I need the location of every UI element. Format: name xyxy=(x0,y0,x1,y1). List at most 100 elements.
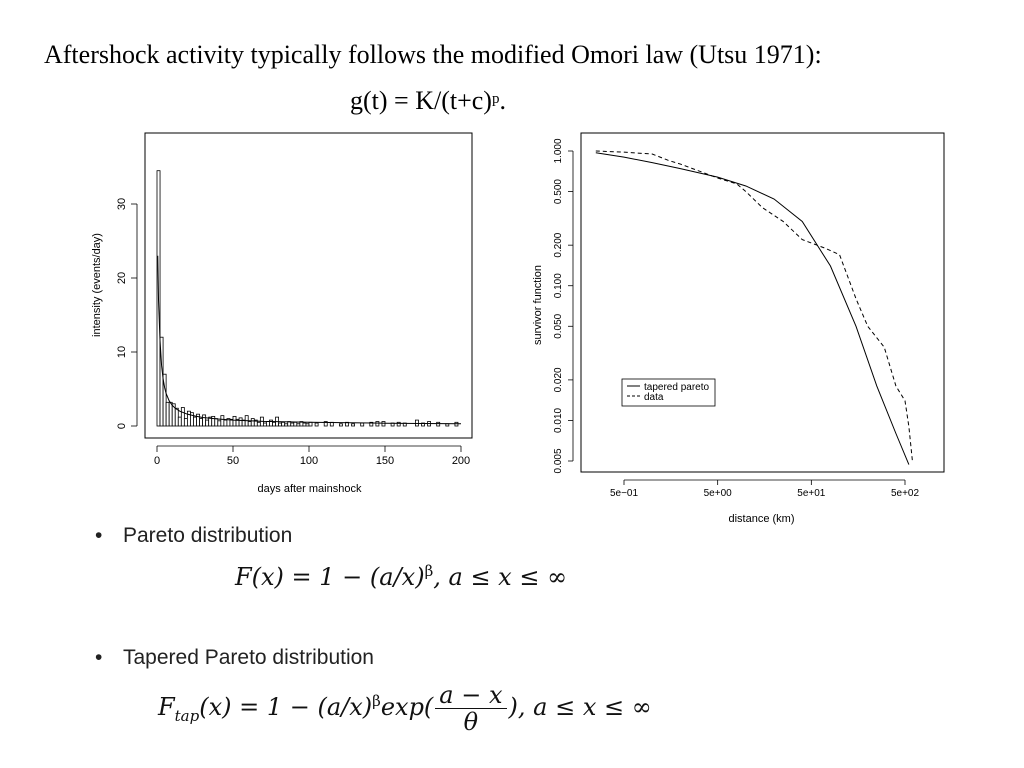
x-tick-label: 200 xyxy=(452,455,470,467)
histogram-bar xyxy=(281,421,286,427)
histogram-bar xyxy=(177,416,182,427)
y-tick-label: 20 xyxy=(116,272,128,284)
x-tick-label: 50 xyxy=(227,455,239,467)
survivor-function-chart: 5e−01 5e+00 5e+01 5e+02 0.005 0.010 0.020 0.050… xyxy=(532,132,945,525)
histogram-bar xyxy=(214,418,219,427)
histogram-bar xyxy=(238,417,243,427)
tapered-formula-denominator: θ xyxy=(463,708,479,736)
fit-curve-line xyxy=(157,255,462,425)
tapered-formula-exp: exp( xyxy=(380,693,434,721)
histogram-bar xyxy=(396,421,401,427)
omori-formula-end: . xyxy=(499,86,506,115)
histogram-bar xyxy=(293,421,298,427)
histogram-bar xyxy=(247,421,252,427)
pareto-formula-beta: β xyxy=(424,562,434,580)
histogram-bar xyxy=(180,407,185,427)
histogram-bar xyxy=(284,423,289,427)
bullet-tapered-label: Tapered Pareto distribution xyxy=(123,646,374,669)
pareto-formula-rhs: , a ≤ x ≤ ∞ xyxy=(433,563,568,591)
histogram-bar xyxy=(250,418,255,427)
y-tick-label: 0.005 xyxy=(553,448,564,473)
histogram-bar xyxy=(183,418,188,427)
x-tick-label: 5e+00 xyxy=(704,488,733,499)
y-tick-label: 10 xyxy=(116,346,128,358)
legend-entry: tapered pareto xyxy=(644,382,709,393)
x-tick-label: 5e+01 xyxy=(797,488,826,499)
x-tick-label: 150 xyxy=(376,455,394,467)
histogram-bar xyxy=(232,415,237,427)
histogram-bar xyxy=(436,421,441,427)
histogram-bar xyxy=(165,401,170,427)
bullet-pareto-label: Pareto distribution xyxy=(123,524,293,547)
histogram-bar xyxy=(202,414,207,427)
y-tick-label: 1.000 xyxy=(553,138,564,163)
histogram-bar xyxy=(211,415,216,427)
tapered-formula-f: F xyxy=(158,693,175,721)
x-tick-label: 5e+02 xyxy=(891,488,920,499)
bullet-dot-icon: • xyxy=(95,646,103,669)
histogram-bar xyxy=(308,421,313,427)
y-tick-label: 0.100 xyxy=(553,273,564,298)
histogram-bar xyxy=(381,421,386,427)
histogram-bar xyxy=(186,410,191,427)
histogram-bar xyxy=(302,422,307,427)
histogram-bar xyxy=(351,423,355,427)
histogram-bar xyxy=(360,422,365,427)
y-tick-label: 0.200 xyxy=(553,232,564,257)
histogram-bar xyxy=(266,421,270,427)
legend-frame xyxy=(621,378,716,407)
histogram-bar xyxy=(217,420,222,427)
x-tick-label: 100 xyxy=(300,455,318,467)
histogram-bar xyxy=(193,416,197,427)
aftershock-histogram-chart: 0 50 100 150 200 0 10 20 30 days after mainshock i… xyxy=(91,132,473,495)
histogram-bar xyxy=(262,422,267,427)
tapered-formula-sub: tap xyxy=(174,706,200,725)
histogram-bar xyxy=(272,421,276,427)
x-tick-label: 5e−01 xyxy=(610,488,639,499)
histogram-bar xyxy=(223,419,228,427)
bullet-pareto: • Pareto distribution xyxy=(95,524,292,548)
histogram-bar xyxy=(199,418,203,427)
y-axis-label: intensity (events/day) xyxy=(91,233,103,337)
histogram-bar xyxy=(369,421,374,427)
y-tick-label: 0.010 xyxy=(553,407,564,432)
omori-formula-base: g(t) = K/(t+c) xyxy=(350,86,492,115)
plot-frame xyxy=(144,132,473,439)
y-axis-label: survivor function xyxy=(532,265,544,345)
x-axis-label: distance (km) xyxy=(728,513,794,525)
bullet-dot-icon: • xyxy=(95,524,103,547)
histogram-bar xyxy=(338,423,343,427)
x-tick-label: 0 xyxy=(154,455,160,467)
tapered-formula-lhs: (x) = 1 − (a/x) xyxy=(199,693,373,721)
omori-formula: g(t) = K/(t+c)p. xyxy=(350,86,506,116)
histogram-bar xyxy=(323,421,328,427)
histogram-bar xyxy=(256,421,261,427)
plot-frame xyxy=(580,132,945,473)
series-line-tapered-pareto xyxy=(595,152,910,465)
histogram-bar xyxy=(305,423,310,427)
histogram-bar xyxy=(174,407,179,427)
pareto-formula-lhs: F(x) = 1 − (a/x) xyxy=(235,563,425,591)
histogram-bar xyxy=(162,373,167,427)
y-tick-label: 0 xyxy=(116,423,128,429)
tapered-formula-rhs: ), a ≤ x ≤ ∞ xyxy=(508,693,652,721)
histogram-bar xyxy=(269,419,273,427)
histogram-bar xyxy=(220,415,225,427)
histogram-bar xyxy=(375,421,380,427)
bullet-tapered-pareto: • Tapered Pareto distribution xyxy=(95,646,374,670)
histogram-bar xyxy=(290,422,295,427)
slide-title: Aftershock activity typically follows th… xyxy=(44,40,822,69)
y-tick-label: 0.050 xyxy=(553,313,564,338)
legend-entry: data xyxy=(644,392,664,403)
x-axis-label: days after mainshock xyxy=(258,483,362,495)
tapered-formula-beta: β xyxy=(372,692,381,710)
histogram-bar xyxy=(205,419,210,427)
tapered-formula-numerator: a − x xyxy=(439,681,503,709)
series-line-data xyxy=(595,150,913,462)
omori-formula-exponent: p xyxy=(491,91,500,107)
y-tick-label: 0.500 xyxy=(553,179,564,204)
tapered-pareto-formula: Ftap(x) = 1 − (a/x)βexp(a − x θ), a ≤ x ≤… xyxy=(158,682,652,735)
